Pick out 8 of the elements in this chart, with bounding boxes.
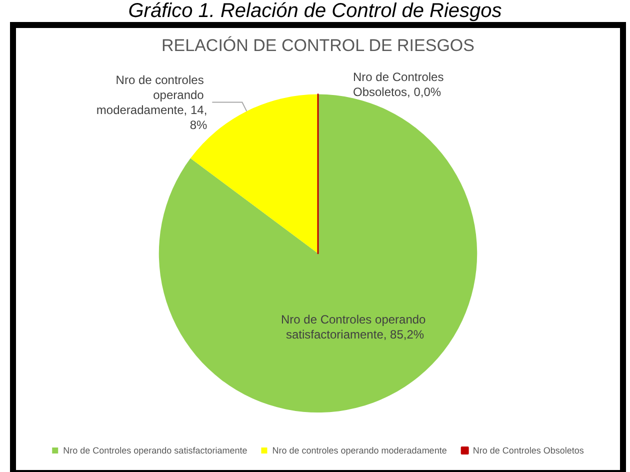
legend-label: Nro de Controles operando satisfactoriamente <box>63 446 248 456</box>
data-label: Nro de Controles operando satisfactoriamente, 85,2% <box>280 312 430 342</box>
legend-label: Nro de Controles Obsoletos <box>472 446 584 456</box>
chart-title: RELACIÓN DE CONTROL DE RIESGOS <box>162 36 474 55</box>
legend-label: Nro de controles operando moderadamente <box>272 446 447 456</box>
text: Gráfico 1. Relación de Control de Riesgos <box>127 0 503 22</box>
data-label: Nro de controles operando moderadamente, 14,8% <box>96 72 208 132</box>
text: Nro de Controles Obsoletos, 0,0% <box>353 70 444 99</box>
